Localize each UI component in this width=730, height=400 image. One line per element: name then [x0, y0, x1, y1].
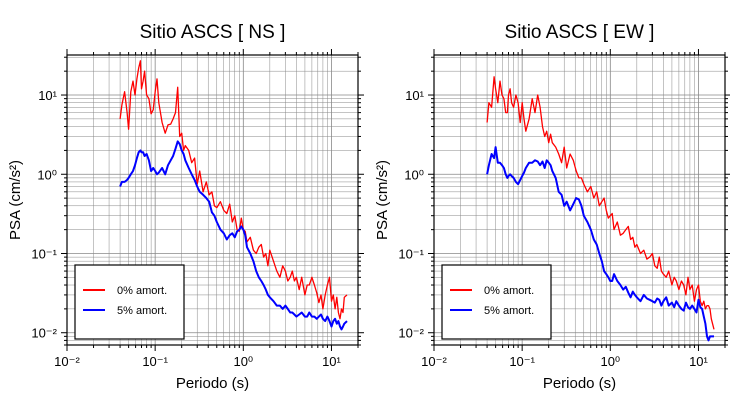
chart-panel-1: 10⁻² 10⁻¹ 10⁰ 10¹ 10⁻² 10⁻¹ 10⁰ 10¹ Sitio ASCS […	[7, 22, 364, 392]
y-tick-label: 10¹	[38, 88, 57, 103]
legend-label: 5% amort.	[117, 305, 167, 317]
x-tick-label: 10⁻¹	[142, 354, 168, 369]
x-axis-label: Periodo (s)	[176, 375, 249, 392]
y-tick-label: 10⁻¹	[398, 246, 424, 261]
x-tick-label: 10⁻²	[421, 354, 447, 369]
ticks	[61, 49, 364, 351]
legend: 0% amort. 5% amort.	[441, 264, 552, 340]
chart-title: Sitio ASCS [ EW ]	[505, 22, 655, 43]
y-tick-label: 10⁻¹	[31, 246, 57, 261]
chart-panel-2: 10⁻² 10⁻¹ 10⁰ 10¹ 10⁻² 10⁻¹ 10⁰ 10¹ Sitio ASCS […	[374, 22, 730, 392]
legend-label: 0% amort.	[484, 285, 534, 297]
y-axis-label: PSA (cm/s²)	[374, 160, 391, 240]
chart-title: Sitio ASCS [ NS ]	[140, 22, 286, 43]
plot-frame	[433, 54, 726, 346]
series-line-blue	[119, 140, 348, 331]
x-tick-label: 10⁰	[600, 354, 620, 369]
plot-frame	[66, 54, 359, 346]
series-line-blue	[486, 146, 714, 342]
x-tick-label: 10⁻²	[54, 354, 80, 369]
x-axis-label: Periodo (s)	[543, 375, 616, 392]
legend-label: 0% amort.	[117, 285, 167, 297]
y-tick-label: 10¹	[405, 88, 424, 103]
legend-box	[441, 264, 552, 340]
y-tick-label: 10⁰	[404, 167, 424, 182]
series-line-red	[119, 60, 348, 320]
ticks	[428, 49, 730, 351]
x-tick-label: 10¹	[322, 354, 341, 369]
legend-box	[74, 264, 185, 340]
legend: 0% amort. 5% amort.	[74, 264, 185, 340]
series-line-red	[486, 76, 715, 330]
y-tick-label: 10⁻²	[31, 326, 57, 341]
legend-label: 5% amort.	[484, 305, 534, 317]
y-tick-label: 10⁰	[37, 167, 57, 182]
x-tick-label: 10⁰	[233, 354, 253, 369]
y-tick-label: 10⁻²	[398, 326, 424, 341]
y-axis-label: PSA (cm/s²)	[7, 160, 24, 240]
x-tick-label: 10¹	[689, 354, 708, 369]
x-tick-label: 10⁻¹	[509, 354, 535, 369]
